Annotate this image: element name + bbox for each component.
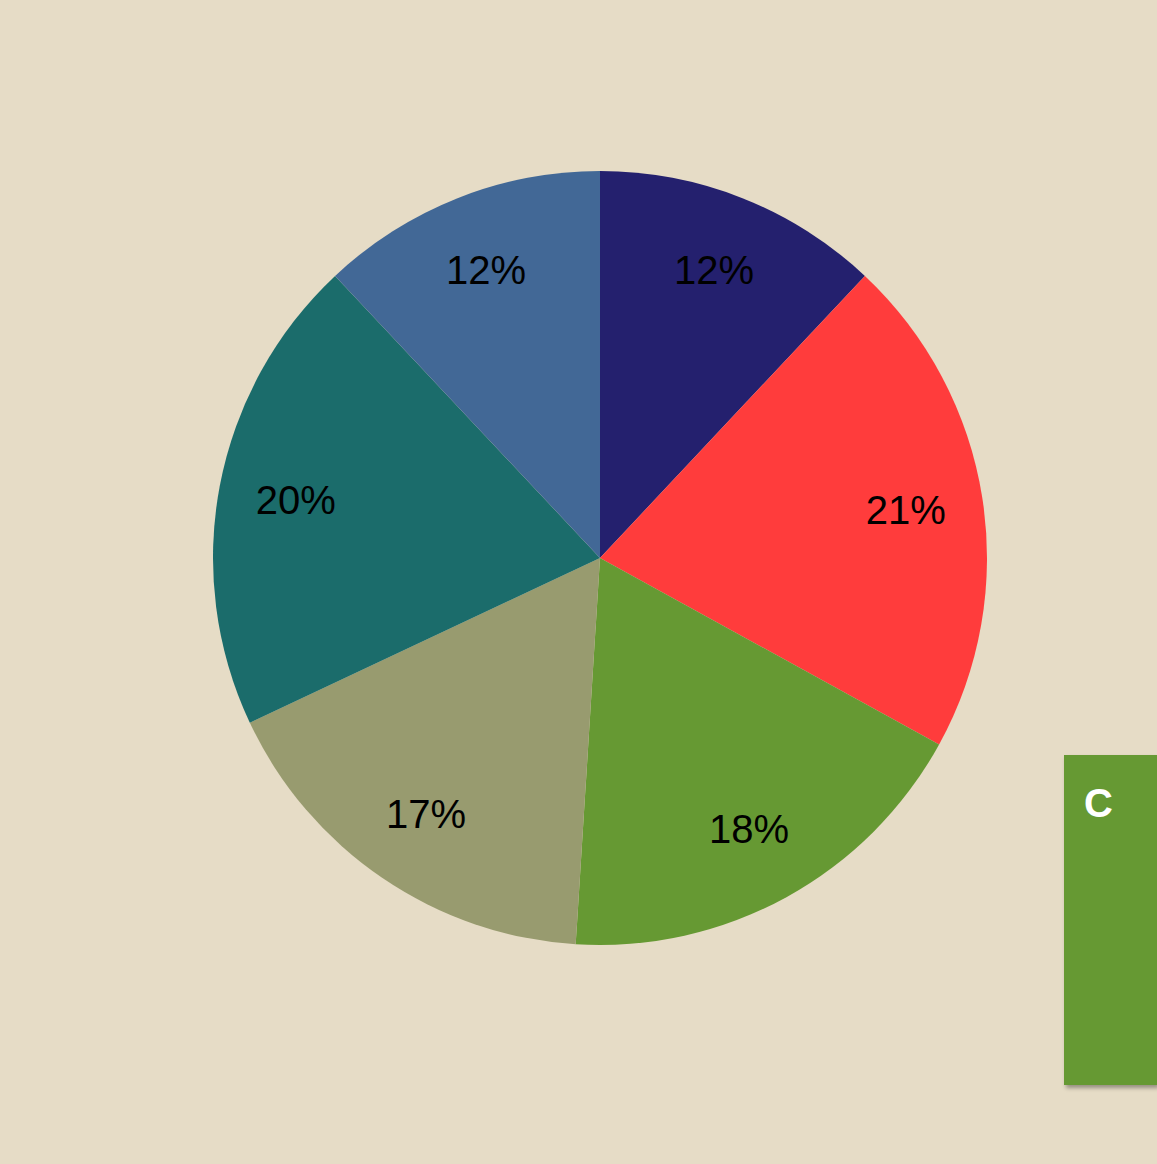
svg-text:21%: 21%	[866, 488, 946, 532]
svg-text:18%: 18%	[709, 807, 789, 851]
svg-text:17%: 17%	[386, 792, 466, 836]
svg-text:12%: 12%	[446, 248, 526, 292]
html-text:C: C	[1084, 781, 1113, 825]
svg-text:20%: 20%	[256, 478, 336, 522]
svg-text:12%: 12%	[674, 248, 754, 292]
